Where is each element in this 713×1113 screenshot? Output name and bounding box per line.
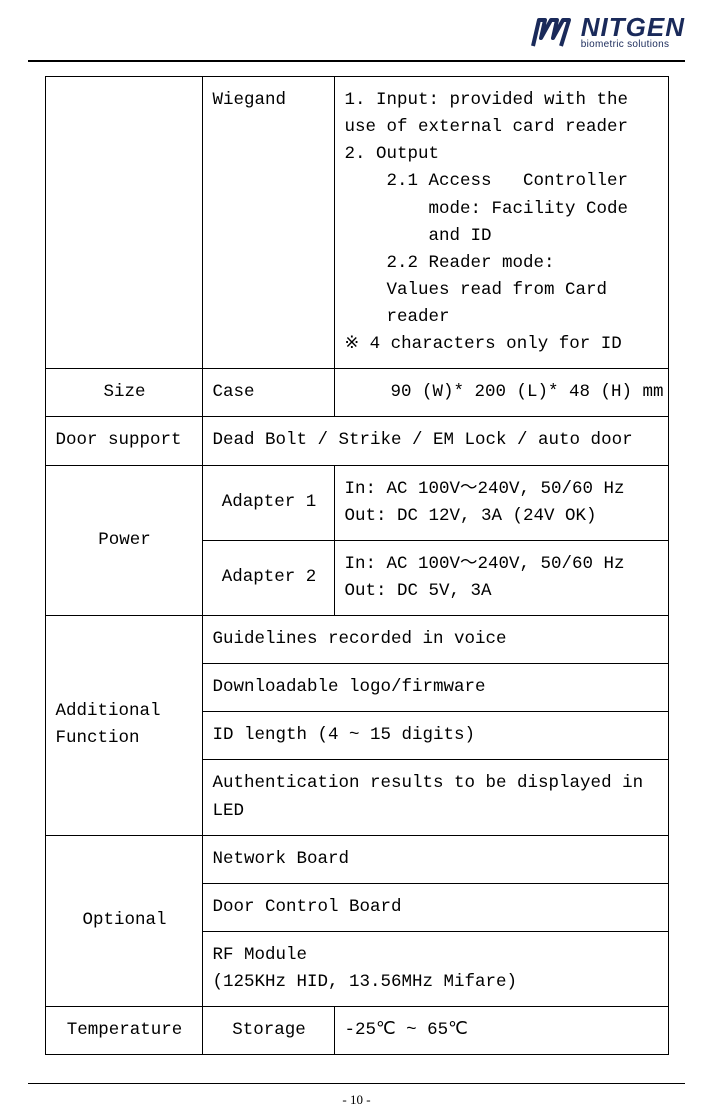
spec-table: Wiegand 1. Input: provided with the use … <box>45 76 669 1055</box>
size-label: Size <box>45 369 202 417</box>
size-value: 90 (W)* 200 (L)* 48 (H) mm <box>334 369 668 417</box>
storage-value: -25℃ ~ 65℃ <box>334 1007 668 1055</box>
page-number: - 10 - <box>0 1092 713 1108</box>
power-label: Power <box>45 465 202 616</box>
page-header: NITGEN biometric solutions <box>0 0 713 60</box>
door-support-row: Door support Dead Bolt / Strike / EM Loc… <box>45 417 668 465</box>
optional-label: Optional <box>45 835 202 1007</box>
optional-row-1: Optional Network Board <box>45 835 668 883</box>
temperature-label: Temperature <box>45 1007 202 1055</box>
wiegand-desc-cell: 1. Input: provided with the use of exter… <box>334 77 668 369</box>
wiegand-label-cell: Wiegand <box>202 77 334 369</box>
brand-name: NITGEN <box>581 14 685 40</box>
optional-2: Door Control Board <box>202 883 668 931</box>
adapter2-label: Adapter 2 <box>202 540 334 615</box>
storage-label: Storage <box>202 1007 334 1055</box>
optional-3: RF Module (125KHz HID, 13.56MHz Mifare) <box>202 931 668 1006</box>
logo-icon <box>529 14 575 50</box>
additional-label: Additional Function <box>45 616 202 836</box>
power-row-1: Power Adapter 1 In: AC 100V～240V, 50/60 … <box>45 465 668 540</box>
size-row: Size Case 90 (W)* 200 (L)* 48 (H) mm <box>45 369 668 417</box>
additional-row-1: Additional Function Guidelines recorded … <box>45 616 668 664</box>
footer-rule <box>28 1083 685 1084</box>
header-rule <box>28 60 685 62</box>
adapter1-label: Adapter 1 <box>202 465 334 540</box>
logo: NITGEN biometric solutions <box>529 14 685 50</box>
additional-1: Guidelines recorded in voice <box>202 616 668 664</box>
temperature-row: Temperature Storage -25℃ ~ 65℃ <box>45 1007 668 1055</box>
wiegand-row: Wiegand 1. Input: provided with the use … <box>45 77 668 369</box>
adapter1-value: In: AC 100V～240V, 50/60 Hz Out: DC 12V, … <box>334 465 668 540</box>
adapter2-value: In: AC 100V～240V, 50/60 Hz Out: DC 5V, 3… <box>334 540 668 615</box>
additional-2: Downloadable logo/firmware <box>202 664 668 712</box>
wiegand-rowhead <box>45 77 202 369</box>
additional-3: ID length (4 ~ 15 digits) <box>202 712 668 760</box>
additional-4: Authentication results to be displayed i… <box>202 760 668 835</box>
optional-1: Network Board <box>202 835 668 883</box>
door-support-label: Door support <box>45 417 202 465</box>
size-case: Case <box>202 369 334 417</box>
door-support-value: Dead Bolt / Strike / EM Lock / auto door <box>202 417 668 465</box>
